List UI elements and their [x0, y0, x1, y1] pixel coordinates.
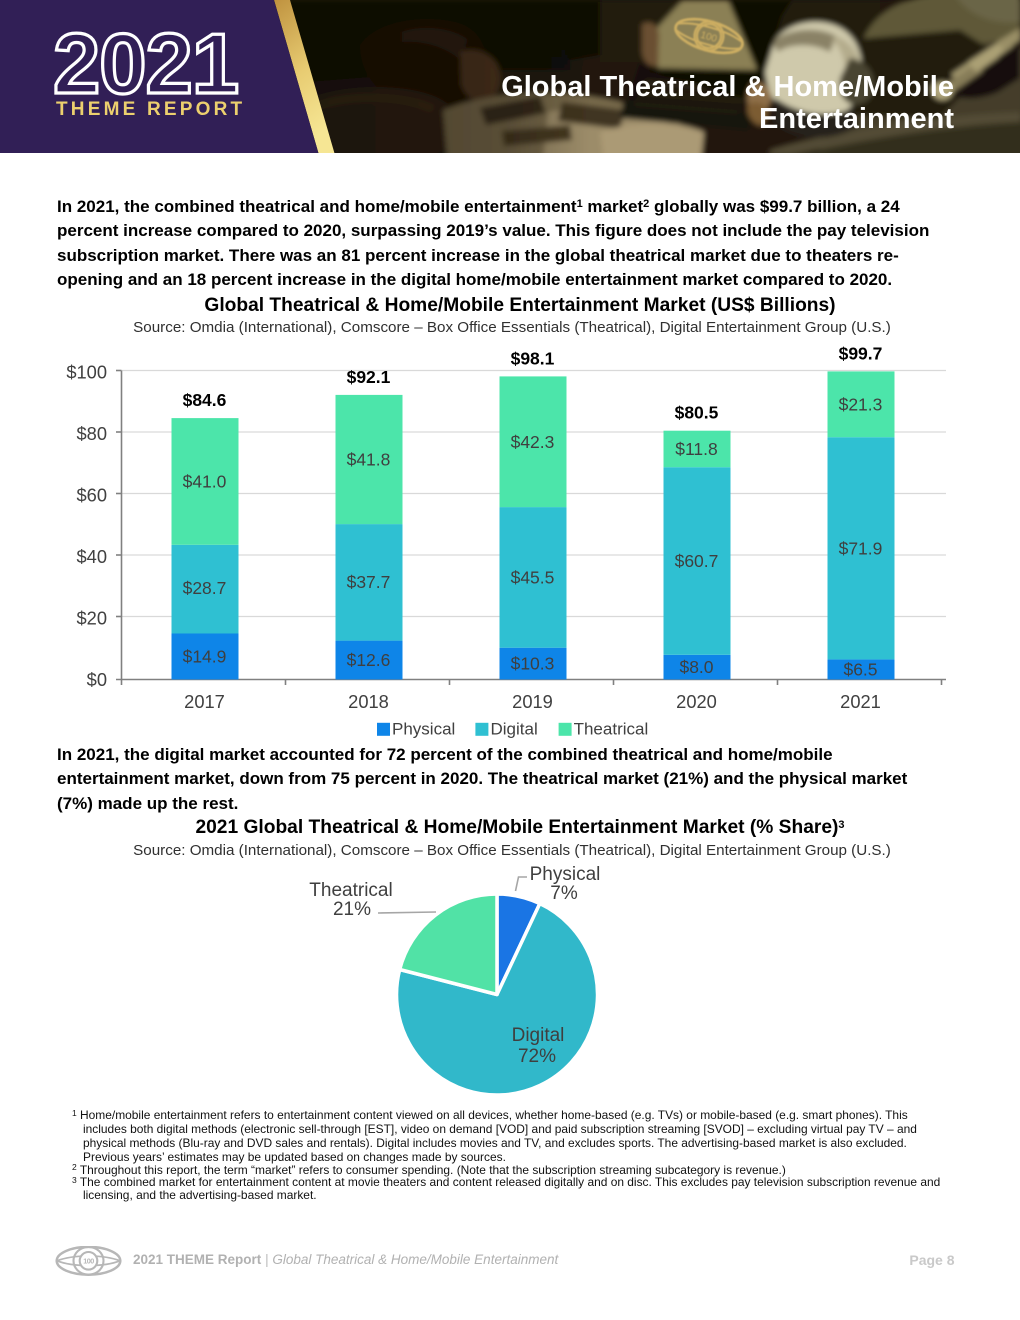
svg-text:2020: 2020: [676, 691, 717, 712]
svg-text:$14.9: $14.9: [183, 647, 227, 667]
svg-text:Theatrical: Theatrical: [309, 880, 392, 901]
svg-text:100: 100: [83, 1257, 94, 1266]
svg-text:$41.0: $41.0: [183, 472, 227, 492]
svg-text:72%: 72%: [518, 1046, 556, 1067]
svg-text:$28.7: $28.7: [183, 578, 227, 598]
svg-text:$71.9: $71.9: [839, 539, 883, 559]
svg-text:$21.3: $21.3: [839, 394, 883, 414]
svg-text:$6.5: $6.5: [843, 660, 877, 680]
svg-text:21%: 21%: [333, 899, 371, 920]
svg-text:$80: $80: [76, 423, 107, 444]
svg-text:$42.3: $42.3: [511, 432, 555, 452]
svg-text:$99.7: $99.7: [839, 344, 883, 364]
svg-text:$20: $20: [76, 608, 107, 629]
svg-text:2017: 2017: [184, 691, 225, 712]
svg-text:$41.8: $41.8: [347, 450, 391, 470]
svg-text:$37.7: $37.7: [347, 572, 391, 592]
svg-text:$98.1: $98.1: [511, 349, 555, 369]
svg-text:$92.1: $92.1: [347, 367, 391, 387]
svg-text:2018: 2018: [348, 691, 389, 712]
svg-text:$10.3: $10.3: [511, 654, 555, 674]
svg-text:$60: $60: [76, 485, 107, 506]
svg-text:$8.0: $8.0: [679, 657, 713, 677]
svg-text:Theatrical: Theatrical: [574, 720, 649, 739]
svg-text:100: 100: [699, 30, 718, 45]
svg-text:Physical: Physical: [392, 720, 455, 739]
svg-text:$84.6: $84.6: [183, 390, 227, 410]
svg-text:$100: $100: [66, 362, 107, 383]
svg-text:$11.8: $11.8: [675, 439, 718, 459]
svg-text:Physical: Physical: [530, 864, 601, 885]
svg-text:Digital: Digital: [512, 1025, 565, 1046]
svg-text:2021: 2021: [840, 691, 881, 712]
svg-text:7%: 7%: [550, 883, 578, 904]
svg-text:2019: 2019: [512, 691, 553, 712]
svg-text:$0: $0: [87, 669, 107, 690]
svg-text:$45.5: $45.5: [511, 568, 555, 588]
svg-text:Digital: Digital: [491, 720, 538, 739]
svg-text:$40: $40: [76, 546, 107, 567]
svg-text:$80.5: $80.5: [675, 403, 719, 423]
svg-text:$12.6: $12.6: [347, 650, 391, 670]
svg-text:$60.7: $60.7: [675, 551, 719, 571]
